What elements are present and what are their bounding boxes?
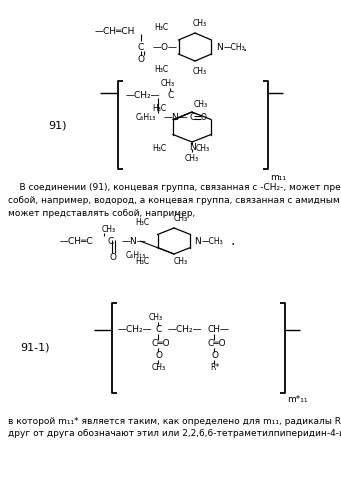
Text: 91): 91) [48,120,66,130]
Text: 91-1): 91-1) [20,343,49,353]
Text: CH₃: CH₃ [193,66,207,75]
Text: CH—: CH— [208,325,230,334]
Text: H₃C: H₃C [154,22,168,31]
Text: CH₃: CH₃ [193,18,207,27]
Text: C═O: C═O [208,339,227,348]
Text: в которой m₁₁* является таким, как определено для m₁₁, радикалы R* независимо: в которой m₁₁* является таким, как опред… [8,417,341,426]
Text: —CH₂—: —CH₂— [168,325,203,334]
Text: —CH₂—: —CH₂— [118,325,153,334]
Text: —CH₃: —CH₃ [224,42,246,51]
Text: m₁₁: m₁₁ [270,173,286,182]
Text: C: C [190,112,196,121]
Text: CH₃: CH₃ [194,99,208,108]
Text: CH₃: CH₃ [185,154,199,163]
Text: —N—: —N— [122,237,147,246]
Text: C₆H₁₃: C₆H₁₃ [136,112,156,121]
Text: N: N [189,143,195,152]
Text: C: C [168,90,174,99]
Text: .: . [230,234,234,248]
Text: В соединении (91), концевая группа, связанная с -CH₂-, может представлять: В соединении (91), концевая группа, связ… [8,183,341,192]
Text: O: O [110,252,117,261]
Text: C: C [108,237,114,246]
Text: N: N [216,42,223,51]
Text: —CH═CH: —CH═CH [95,26,135,35]
Text: H₃C: H₃C [135,218,149,227]
Text: O: O [138,54,145,63]
Text: —N—: —N— [164,112,189,121]
Text: CH₃: CH₃ [161,78,175,87]
Text: N: N [194,237,201,246]
Text: O: O [212,351,219,360]
Text: —CH₃: —CH₃ [202,237,224,246]
Text: H₃C: H₃C [135,257,149,266]
Text: друг от друга обозначают этил или 2,2,6,6-тетраметилпиперидин-4-ил, при: друг от друга обозначают этил или 2,2,6,… [8,430,341,439]
Text: CH₃: CH₃ [174,257,188,266]
Text: H₃C: H₃C [154,64,168,73]
Text: O: O [156,351,163,360]
Text: —O—: —O— [153,42,178,51]
Text: C: C [138,42,144,51]
Text: H₃C: H₃C [152,103,166,112]
Text: собой, например, водород, а концевая группа, связанная с амидным остатком,: собой, например, водород, а концевая гру… [8,196,341,205]
Text: CH₃: CH₃ [149,313,163,322]
Text: CH₃: CH₃ [102,225,116,234]
Text: —CH═C: —CH═C [60,237,94,246]
Text: C═O: C═O [152,339,170,348]
Text: .: . [242,40,247,54]
Text: m*₁₁: m*₁₁ [287,396,308,405]
Text: R*: R* [210,363,219,372]
Text: H₃C: H₃C [152,144,166,153]
Text: —CH₂—: —CH₂— [126,90,161,99]
Text: C₆H₁₃: C₆H₁₃ [126,250,146,259]
Text: O: O [201,112,207,121]
Text: может представлять собой, например,: может представлять собой, например, [8,209,195,218]
Text: CH₃: CH₃ [174,214,188,223]
Text: CH₃: CH₃ [152,363,166,372]
Text: C: C [156,325,162,334]
Text: CH₃: CH₃ [196,144,210,153]
